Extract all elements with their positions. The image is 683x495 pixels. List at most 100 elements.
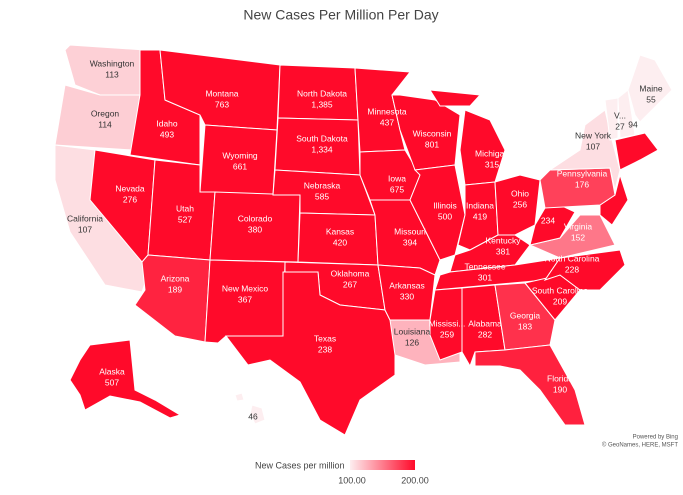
state-value: 189: [168, 284, 182, 294]
state-name: Oklahoma: [331, 268, 370, 278]
state: [234, 392, 266, 425]
state-name: Montana: [205, 88, 238, 98]
state-value: 437: [380, 117, 394, 127]
state-value: 234: [541, 215, 555, 225]
state: [627, 54, 673, 123]
attribution: Powered by Bing: [633, 435, 678, 441]
state-value: 301: [478, 272, 492, 282]
state-value: 107: [78, 224, 92, 234]
state-value: 276: [123, 194, 137, 204]
state-value: 107: [586, 141, 600, 151]
state-name: Nebraska: [304, 180, 341, 190]
state: [224, 271, 396, 436]
state-value: 367: [238, 294, 252, 304]
state: [69, 339, 182, 419]
state-value: 114: [98, 119, 112, 129]
state-value: 259: [440, 329, 454, 339]
state-value: 675: [390, 184, 404, 194]
state-name: Texas: [314, 333, 336, 343]
state-name: Arizona: [161, 273, 190, 283]
state-value: 419: [473, 211, 487, 221]
state-value: 381: [496, 246, 510, 256]
state-name: Kansas: [326, 226, 354, 236]
state-value: 507: [105, 377, 119, 387]
state-value: 763: [215, 99, 229, 109]
state-name: Nevada: [115, 183, 145, 193]
state-labels: Washington113Oregon114California107Nevad…: [67, 58, 663, 421]
state: [494, 282, 556, 351]
state-name: North Dakota: [297, 88, 347, 98]
state-value: 209: [553, 296, 567, 306]
state-value: 420: [333, 237, 347, 247]
state-value: 46: [248, 411, 258, 421]
state-value: 380: [248, 224, 262, 234]
state-value: 190: [553, 384, 567, 394]
state-name: Wisconsin: [413, 128, 452, 138]
legend-title: New Cases per million: [255, 460, 345, 470]
state-value: 256: [513, 199, 527, 209]
state-name: Virginia: [564, 221, 592, 231]
state-value: 585: [315, 191, 329, 201]
state: [604, 97, 619, 141]
state-name: Alabama: [468, 318, 502, 328]
state: [409, 164, 466, 261]
state-name: South Carolina: [532, 285, 589, 295]
legend-gradient: [350, 460, 415, 470]
state-name: Washington: [90, 58, 135, 68]
state-value: 113: [105, 69, 119, 79]
legend-max-label: 200.00: [401, 475, 429, 485]
state-name: Minnesota: [367, 106, 406, 116]
state-name: Utah: [176, 203, 194, 213]
state-name: Michigan: [475, 148, 509, 158]
states: [54, 44, 673, 436]
state-value: 94: [628, 119, 638, 129]
state-value: 801: [425, 139, 439, 149]
state-value: 228: [565, 264, 579, 274]
state-value: 315: [485, 159, 499, 169]
state-value: 394: [403, 237, 417, 247]
state-value: 527: [178, 214, 192, 224]
state-value: 55: [646, 94, 656, 104]
state-name: Maine: [639, 83, 662, 93]
state-name: New Mexico: [222, 283, 269, 293]
state-name: Louisiana: [394, 326, 431, 336]
state: [134, 254, 211, 343]
state-name: Tennessee: [464, 261, 505, 271]
state-name: California: [67, 213, 103, 223]
state-value: 176: [575, 179, 589, 189]
state-name: South Dakota: [296, 133, 348, 143]
state: [474, 344, 586, 426]
state-name: V...: [614, 110, 626, 120]
state-value: 183: [518, 321, 532, 331]
state-value: 330: [400, 291, 414, 301]
southern-new-england: [614, 132, 659, 171]
state-name: Iowa: [388, 173, 406, 183]
state-name: New York: [575, 130, 612, 140]
legend-min-label: 100.00: [338, 475, 366, 485]
state-name: Wyoming: [222, 150, 258, 160]
state-name: Mississi...: [429, 318, 466, 328]
state-value: 493: [160, 129, 174, 139]
state-value: 238: [318, 344, 332, 354]
state-name: Alaska: [99, 366, 125, 376]
state-name: Oregon: [91, 108, 120, 118]
state-name: Ohio: [511, 188, 529, 198]
state: [354, 67, 411, 153]
state-name: Illinois: [433, 200, 457, 210]
state-name: Georgia: [510, 310, 541, 320]
state-value: 661: [233, 161, 247, 171]
state-value: 267: [343, 279, 357, 289]
state-name: Florida: [547, 373, 573, 383]
state-name: Indiana: [466, 200, 494, 210]
map-title: New Cases Per Million Per Day: [243, 7, 438, 23]
state-name: Arkansas: [389, 280, 424, 290]
state-value: 152: [571, 232, 585, 242]
state-name: Colorado: [238, 213, 273, 223]
state-name: Kentucky: [486, 235, 522, 245]
state: [617, 89, 636, 139]
attribution: © GeoNames, HERE, MSFT: [602, 442, 678, 449]
state-value: 126: [405, 337, 419, 347]
state: [543, 249, 626, 291]
state-value: 1,385: [311, 99, 333, 109]
